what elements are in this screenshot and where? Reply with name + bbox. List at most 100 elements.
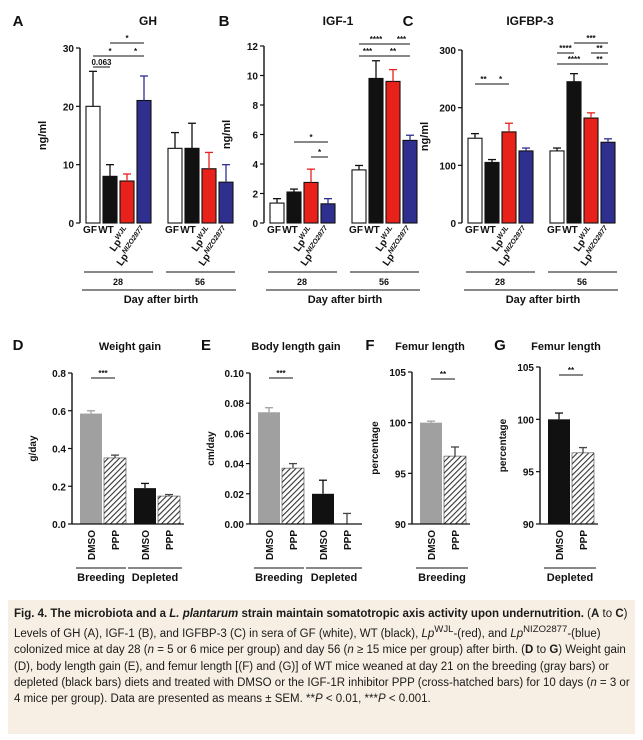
bar-G-1	[571, 452, 595, 525]
sig-E-label: ***	[276, 369, 286, 378]
sig-C-3-label: ***	[586, 34, 596, 43]
x-label-gf-A: GF	[165, 225, 179, 236]
x-label-G-1: PPP	[579, 530, 590, 550]
group-label-C: 56	[577, 277, 587, 287]
caption-text: ) Levels of GH (A), IGF-1 (B), and IGFBP…	[14, 608, 628, 641]
y-axis-label-D: g/day	[28, 435, 39, 462]
y-tick-label-C: 0	[450, 219, 456, 230]
caption-text: -(red), and	[453, 628, 511, 641]
y-tick-label-D: 0.6	[52, 407, 66, 418]
y-tick-label-G: 90	[523, 520, 535, 531]
x-label-D-1: PPP	[111, 530, 122, 550]
bar-A-28-0	[85, 105, 101, 224]
caption-panel-ref: D	[525, 644, 534, 657]
group-label-F-0: Breeding	[418, 572, 466, 584]
bar-C-28-1	[484, 161, 500, 224]
bar-A-56-1	[184, 147, 200, 224]
caption-title-2: strain maintain somatotropic axis activi…	[238, 608, 584, 620]
bar-B-28-3	[320, 203, 336, 224]
y-tick-label-A: 20	[63, 102, 75, 113]
panel-title-A: GH	[139, 14, 157, 28]
bar-F-1	[443, 455, 467, 525]
bar-A-56-3	[218, 181, 234, 224]
caption-panel-ref: G	[549, 644, 559, 657]
caption-n: n	[347, 644, 354, 657]
y-tick-label-B: 8	[252, 101, 258, 112]
caption-p: P	[314, 693, 323, 706]
sig-B-4-label: ***	[397, 35, 407, 44]
y-tick-label-D: 0.0	[52, 520, 66, 531]
bar-A-28-1	[102, 175, 118, 224]
bar-B-28-1	[286, 191, 302, 224]
figure-caption: Fig. 4. The microbiota and a L. plantaru…	[14, 606, 632, 708]
panel-title-C: IGFBP-3	[506, 14, 554, 28]
group-label-D-0: Breeding	[77, 572, 125, 584]
x-label-gf-B: GF	[267, 225, 281, 236]
bar-F-0	[420, 422, 442, 524]
y-tick-label-F: 90	[395, 520, 407, 531]
caption-p: P	[377, 693, 386, 706]
sig-G-label: **	[568, 366, 575, 375]
panel-title-E: Body length gain	[251, 341, 341, 353]
y-axis-label-A: ng/ml	[37, 121, 49, 150]
y-tick-label-C: 300	[439, 46, 456, 57]
y-tick-label-D: 0.2	[52, 482, 66, 493]
sig-A-1-label: 0.063	[91, 58, 112, 67]
bar-C-56-1	[566, 81, 582, 224]
y-tick-label-E: 0.10	[225, 369, 245, 380]
caption-title-italic: L. plantarum	[169, 608, 239, 620]
lp-text: Lp	[579, 252, 595, 268]
y-tick-label-B: 4	[252, 160, 258, 171]
y-tick-label-B: 2	[252, 190, 258, 201]
x-label-gf-B: GF	[349, 225, 363, 236]
lp-superscript: WJL	[298, 225, 312, 241]
y-tick-label-B: 12	[247, 42, 259, 53]
y-axis-label-E: cm/day	[206, 431, 217, 466]
caption-text: to	[599, 608, 616, 620]
panel-letter-C: C	[403, 13, 414, 30]
caption-n: n	[590, 677, 597, 690]
sig-C-2-label: *	[499, 75, 503, 84]
x-axis-label-A: Day after birth	[124, 294, 199, 306]
lp-superscript: WJL	[496, 225, 510, 241]
sig-A-4-label: *	[125, 34, 129, 43]
caption-background	[8, 600, 635, 734]
x-label-gf-C: GF	[547, 225, 561, 236]
bar-C-56-0	[549, 150, 565, 224]
lp-text: Lp	[115, 252, 131, 268]
x-label-E-2: DMSO	[319, 530, 330, 560]
lp-superscript: WJL	[380, 225, 394, 241]
x-label-F-0: DMSO	[427, 530, 438, 560]
y-axis-label-G: percentage	[498, 418, 509, 472]
group-label-G-0: Depleted	[547, 572, 593, 584]
sig-A-2-label: *	[108, 47, 112, 56]
bar-E-2	[312, 493, 334, 524]
y-tick-label-E: 0.06	[225, 429, 245, 440]
bar-D-0	[80, 413, 102, 524]
y-tick-label-D: 0.4	[52, 445, 66, 456]
sig-B-3-label: ****	[370, 35, 383, 44]
panel-letter-E: E	[201, 337, 211, 354]
lp-text: Lp	[497, 252, 513, 268]
y-tick-label-D: 0.8	[52, 369, 66, 380]
caption-sup: NIZO2877	[523, 624, 568, 636]
caption-text: ≥ 15 mice per group) after birth. (	[353, 644, 526, 657]
panel-letter-A: A	[13, 13, 24, 30]
y-axis-label-B: ng/ml	[221, 120, 233, 149]
caption-lp: Lp	[510, 628, 524, 641]
y-tick-label-B: 10	[247, 72, 259, 83]
y-tick-label-C: 100	[439, 161, 456, 172]
bar-C-56-3	[600, 141, 616, 224]
x-label-gf-A: GF	[83, 225, 97, 236]
sig-F-label: **	[440, 370, 447, 379]
caption-title-1: Fig. 4. The microbiota and a	[14, 608, 170, 620]
y-tick-label-F: 100	[389, 419, 406, 430]
panel-title-G: Femur length	[531, 341, 601, 353]
caption-sup: WJL	[434, 624, 454, 636]
bar-B-28-2	[303, 181, 319, 224]
bar-D-2	[134, 488, 156, 524]
panel-title-D: Weight gain	[99, 341, 161, 353]
x-label-wt-B: WT	[364, 225, 380, 236]
sig-A-3-label: *	[134, 47, 138, 56]
